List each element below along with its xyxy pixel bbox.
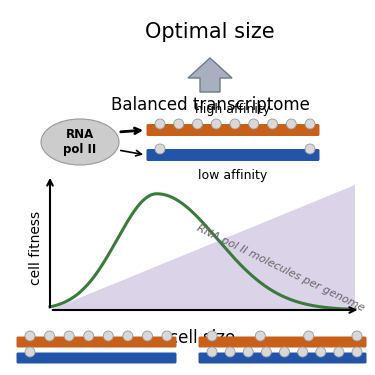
- Circle shape: [304, 331, 313, 341]
- Circle shape: [305, 119, 315, 129]
- FancyBboxPatch shape: [147, 149, 320, 161]
- Text: low affinity: low affinity: [198, 169, 268, 182]
- Circle shape: [316, 347, 326, 357]
- Text: Balanced transcriptome: Balanced transcriptome: [111, 96, 309, 114]
- Circle shape: [243, 347, 253, 357]
- Circle shape: [25, 331, 35, 341]
- Circle shape: [192, 119, 202, 129]
- Polygon shape: [50, 185, 355, 310]
- Circle shape: [162, 331, 172, 341]
- Text: high affinity: high affinity: [195, 103, 271, 116]
- Circle shape: [286, 119, 296, 129]
- Circle shape: [261, 347, 272, 357]
- Circle shape: [207, 347, 217, 357]
- FancyBboxPatch shape: [198, 352, 366, 363]
- Text: Optimal size: Optimal size: [145, 22, 275, 42]
- Circle shape: [123, 331, 133, 341]
- Circle shape: [334, 347, 344, 357]
- Circle shape: [25, 347, 35, 357]
- Circle shape: [174, 119, 184, 129]
- FancyBboxPatch shape: [16, 352, 177, 363]
- Circle shape: [352, 347, 362, 357]
- Circle shape: [211, 119, 221, 129]
- Circle shape: [155, 144, 165, 154]
- FancyBboxPatch shape: [147, 124, 320, 136]
- Circle shape: [225, 347, 235, 357]
- Circle shape: [142, 331, 152, 341]
- Polygon shape: [188, 58, 232, 92]
- Circle shape: [249, 119, 259, 129]
- FancyBboxPatch shape: [16, 336, 177, 348]
- Circle shape: [267, 119, 278, 129]
- Circle shape: [255, 331, 266, 341]
- Circle shape: [279, 347, 290, 357]
- Text: RNA
pol II: RNA pol II: [63, 128, 97, 156]
- Circle shape: [207, 331, 217, 341]
- Circle shape: [155, 119, 165, 129]
- Circle shape: [64, 331, 74, 341]
- Ellipse shape: [41, 119, 119, 165]
- Circle shape: [84, 331, 94, 341]
- Circle shape: [45, 331, 55, 341]
- Circle shape: [298, 347, 307, 357]
- Text: RNA pol II molecules per genome: RNA pol II molecules per genome: [195, 223, 366, 313]
- Circle shape: [230, 119, 240, 129]
- Text: cell size: cell size: [170, 329, 236, 347]
- Circle shape: [305, 144, 315, 154]
- Circle shape: [103, 331, 113, 341]
- Circle shape: [352, 331, 362, 341]
- FancyBboxPatch shape: [198, 336, 366, 348]
- Text: cell fitness: cell fitness: [29, 210, 43, 285]
